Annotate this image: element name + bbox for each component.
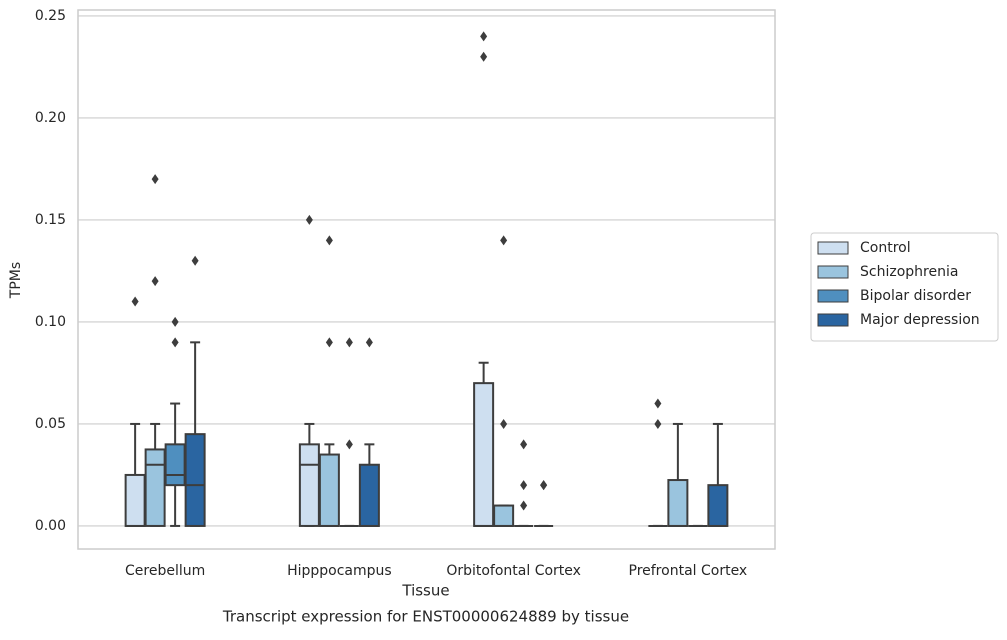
y-tick-label: 0.25 — [35, 8, 66, 24]
outlier — [151, 276, 159, 287]
outlier — [520, 480, 528, 491]
legend-label: Major depression — [860, 312, 980, 328]
box — [493, 504, 515, 527]
legend-swatch — [817, 313, 849, 327]
y-tick-label: 0.05 — [35, 416, 66, 432]
outlier — [151, 174, 159, 185]
x-tick-label: Orbitofontal Cortex — [446, 563, 581, 579]
legend: Control Schizophrenia Bipolar disorder Majo… — [810, 232, 999, 342]
legend-swatch — [817, 265, 849, 279]
box — [473, 382, 495, 527]
y-axis-label: TPMs — [8, 262, 24, 299]
y-tick-label: 0.20 — [35, 110, 66, 126]
legend-swatch — [817, 241, 849, 255]
outlier — [500, 235, 508, 246]
outlier — [520, 439, 528, 450]
outlier — [520, 500, 528, 511]
outlier — [365, 337, 373, 348]
x-axis-label: Tissue — [401, 582, 449, 600]
x-tick-label: Cerebellum — [125, 563, 205, 579]
box — [667, 479, 689, 527]
chart-title: Transcript expression for ENST0000062488… — [222, 608, 629, 626]
outlier — [480, 31, 488, 42]
x-tick-label: Hipppocampus — [287, 563, 392, 579]
box — [707, 484, 729, 527]
outlier — [654, 418, 662, 429]
outlier — [345, 439, 353, 450]
outlier — [305, 214, 313, 225]
box — [298, 443, 320, 527]
outlier — [654, 398, 662, 409]
legend-swatch — [817, 289, 849, 303]
box — [124, 473, 146, 527]
box — [164, 443, 186, 487]
outlier — [500, 418, 508, 429]
outlier — [345, 337, 353, 348]
legend-label: Schizophrenia — [860, 264, 958, 280]
box — [358, 463, 380, 527]
y-tick-label: 0.15 — [35, 212, 66, 228]
outlier — [191, 255, 199, 266]
outlier — [325, 337, 333, 348]
outlier — [131, 296, 139, 307]
box — [144, 448, 166, 527]
y-tick-label: 0.10 — [35, 314, 66, 330]
legend-frame — [810, 232, 999, 342]
outlier — [325, 235, 333, 246]
outlier — [540, 480, 548, 491]
outlier — [171, 337, 179, 348]
x-tick-label: Prefrontal Cortex — [629, 563, 748, 579]
y-tick-label: 0.00 — [35, 518, 66, 534]
legend-label: Control — [860, 240, 911, 256]
legend-label: Bipolar disorder — [860, 288, 971, 304]
outlier — [480, 51, 488, 62]
outlier — [171, 316, 179, 327]
box — [318, 453, 340, 527]
box — [184, 433, 206, 527]
plot-frame — [77, 9, 776, 550]
